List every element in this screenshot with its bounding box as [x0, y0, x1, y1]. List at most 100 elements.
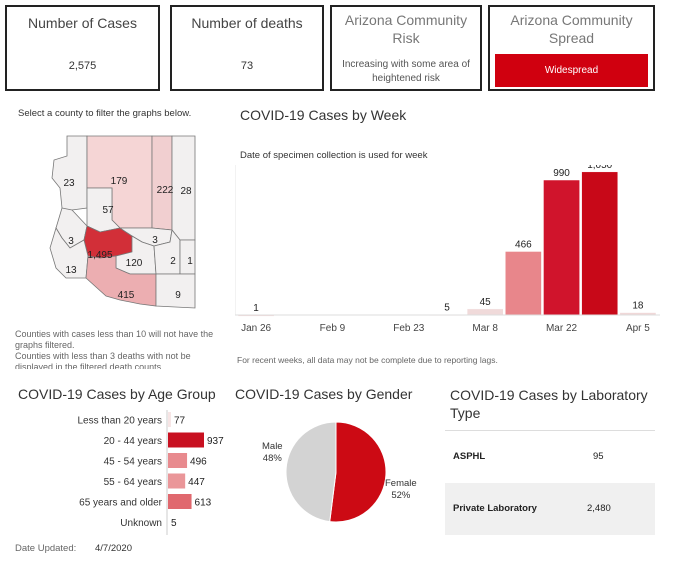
map-label-greenlee: 1	[187, 256, 193, 267]
spread-badge: Widespread	[495, 54, 648, 87]
card-text-line2: heightened risk	[372, 73, 440, 84]
week-tick-label: Mar 22	[546, 323, 578, 334]
age-value-label: 496	[190, 457, 207, 468]
card-community-risk: Arizona Community Risk Increasing with s…	[330, 5, 482, 91]
map-notes: Counties with cases less than 10 will no…	[15, 329, 213, 369]
card-title-line1: Arizona Community	[510, 12, 633, 28]
map-label-mohave: 23	[63, 178, 75, 189]
lab-row-name: Private Laboratory	[453, 503, 537, 514]
lab-table: ASPHL 95 Private Laboratory 2,480	[445, 430, 655, 535]
week-bar[interactable]	[466, 308, 504, 316]
week-bar-label: 5	[444, 302, 450, 313]
map-label-yavapai: 57	[102, 205, 114, 216]
week-tick-label: Feb 9	[320, 323, 346, 334]
gender-female-legend: Female 52%	[385, 478, 417, 502]
age-bar[interactable]	[168, 453, 188, 468]
county-mohave[interactable]	[51, 135, 88, 215]
county-cochise[interactable]	[155, 273, 196, 309]
female-label: Female	[385, 478, 417, 489]
map-note1-line1: Counties with cases less than 10 will no…	[15, 329, 214, 339]
map-label-navajo: 222	[157, 185, 174, 196]
week-bar[interactable]	[505, 251, 542, 316]
lab-row: Private Laboratory 2,480	[445, 483, 655, 535]
lab-row-value: 95	[593, 451, 604, 462]
week-bar-label: 18	[632, 301, 644, 312]
week-bar-label: 990	[553, 168, 570, 179]
map-label-yuma: 13	[65, 265, 77, 276]
age-value-label: 5	[171, 518, 177, 529]
map-note2-line1: Counties with less than 3 deaths with no…	[15, 351, 191, 361]
week-bar-label: 466	[515, 239, 532, 250]
week-bar-label: 1,050	[587, 165, 612, 171]
week-tick-label: Jan 26	[241, 323, 271, 334]
county-pima[interactable]	[85, 255, 157, 307]
age-category-label: 20 - 44 years	[104, 436, 162, 447]
map-label-pima: 415	[118, 290, 135, 301]
week-bar-label: 1	[253, 303, 259, 314]
weekly-subtitle: Date of specimen collection is used for …	[240, 150, 428, 161]
age-category-label: Less than 20 years	[78, 416, 163, 427]
map-label-pinal: 120	[126, 258, 143, 269]
week-bar[interactable]	[543, 179, 580, 316]
weekly-footnote: For recent weeks, all data may not be co…	[237, 355, 498, 365]
map-label-apache: 28	[180, 186, 192, 197]
card-title: Number of Cases	[28, 15, 137, 31]
gender-male-legend: Male 48%	[262, 441, 283, 465]
week-tick-label: Mar 8	[472, 323, 498, 334]
age-category-label: Unknown	[120, 518, 162, 529]
date-updated-value: 4/7/2020	[95, 543, 132, 554]
card-title-line1: Arizona Community	[344, 12, 468, 28]
card-title-line2: Risk	[392, 30, 420, 46]
lab-title: COVID-19 Cases by Laboratory Type	[450, 386, 648, 422]
map-label-cochise: 9	[175, 290, 181, 301]
age-bar[interactable]	[168, 432, 204, 448]
card-value: 2,575	[68, 60, 97, 72]
arizona-county-map[interactable]: 23 179 222 28 57 3 1,495 3 120 2 1 13 41…	[30, 128, 210, 318]
gender-title: COVID-19 Cases by Gender	[235, 386, 413, 402]
lab-title-line2: Type	[450, 405, 481, 421]
age-category-label: 45 - 54 years	[104, 457, 162, 468]
weekly-bar-chart: 1 5 45 466 990 1,050 18 Jan 26 Feb 9 Feb 23 Mar 8 M…	[235, 165, 660, 334]
lab-title-line1: COVID-19 Cases by Laboratory	[450, 387, 648, 403]
age-bar[interactable]	[168, 494, 192, 509]
weekly-title: COVID-19 Cases by Week	[240, 107, 407, 123]
county-navajo[interactable]	[151, 135, 173, 231]
card-number-of-deaths: Number of deaths 73	[170, 5, 324, 91]
male-label: Male	[262, 441, 283, 452]
map-label-gila: 3	[152, 235, 158, 246]
age-bar[interactable]	[168, 473, 186, 489]
card-text-line1: Increasing with some area of	[342, 59, 470, 70]
age-value-label: 447	[188, 477, 205, 488]
week-bar[interactable]	[581, 171, 619, 316]
date-updated-label: Date Updated:	[15, 543, 77, 554]
pie-slice-male[interactable]	[285, 421, 337, 523]
week-bar-label: 45	[480, 297, 492, 308]
map-note1-line2: graphs filtered.	[15, 340, 75, 350]
male-percent: 48%	[262, 453, 282, 464]
map-label-la-paz: 3	[68, 236, 74, 247]
lab-row: ASPHL 95	[445, 431, 655, 483]
female-percent: 52%	[391, 490, 411, 501]
pie-slice-female[interactable]	[329, 421, 387, 523]
age-value-label: 613	[195, 498, 212, 509]
gender-pie-chart	[285, 421, 387, 523]
lab-row-value: 2,480	[587, 503, 611, 514]
age-category-label: 65 years and older	[79, 498, 163, 509]
age-bar[interactable]	[168, 412, 171, 427]
age-bar-chart: Less than 20 years 77 20 - 44 years 937 45 -…	[78, 410, 224, 535]
map-label-maricopa: 1,495	[87, 250, 112, 261]
lab-row-name: ASPHL	[453, 451, 486, 462]
card-community-spread: Arizona Community Spread Widespread	[488, 5, 655, 91]
map-instruction: Select a county to filter the graphs bel…	[18, 108, 192, 119]
card-number-of-cases: Number of Cases 2,575	[5, 5, 160, 91]
age-value-label: 77	[174, 416, 186, 427]
age-category-label: 55 - 64 years	[104, 477, 162, 488]
map-note2-line2: displayed in the filtered death counts	[15, 362, 162, 369]
week-tick-label: Feb 23	[393, 323, 425, 334]
card-value: 73	[240, 60, 254, 72]
map-label-coconino: 179	[111, 176, 128, 187]
card-title-line2: Spread	[548, 30, 595, 46]
map-label-graham: 2	[170, 256, 176, 267]
week-tick-label: Apr 5	[626, 323, 650, 334]
age-value-label: 937	[207, 436, 224, 447]
